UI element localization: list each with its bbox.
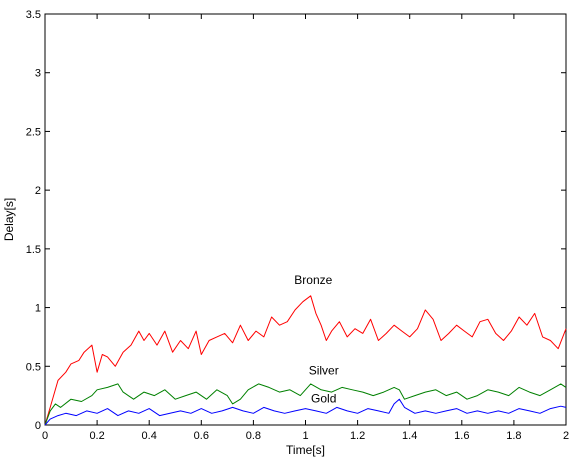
annotation-layer: Bronze Silver Gold [294,273,338,406]
y-tick-label: 2 [35,185,41,197]
x-tick-label: 2 [563,430,569,442]
series-annotation-silver: Silver [309,364,339,378]
y-tick-label: 3.5 [26,9,41,21]
x-tick-label: 1.4 [402,430,417,442]
x-tick-label: 1.6 [454,430,469,442]
y-tick-label: 2.5 [26,126,41,138]
x-axis-ticks: 0 0.2 0.4 0.6 0.8 1 1.2 1.4 1.6 1.8 2 [42,14,569,442]
x-tick-label: 1 [302,430,308,442]
y-tick-label: 0.5 [26,361,41,373]
y-tick-label: 3 [35,68,41,80]
plot-area [44,13,567,426]
x-axis-label: Time[s] [286,443,325,457]
series-annotation-bronze: Bronze [294,273,332,287]
x-tick-label: 0.2 [89,430,104,442]
x-tick-label: 0.4 [142,430,157,442]
x-tick-label: 0 [42,430,48,442]
series-line-bronze [44,295,567,426]
series-layer [44,295,567,426]
x-tick-label: 0.8 [246,430,261,442]
x-tick-label: 1.2 [350,430,365,442]
y-tick-label: 1.5 [26,244,41,256]
x-tick-label: 0.6 [194,430,209,442]
y-axis-ticks: 0 0.5 1 1.5 2 2.5 3 3.5 [26,9,566,432]
series-line-silver [44,383,567,426]
series-line-gold [44,398,567,426]
y-tick-label: 0 [35,420,41,432]
series-annotation-gold: Gold [311,392,336,406]
y-axis-label: Delay[s] [2,198,16,241]
x-tick-label: 1.8 [506,430,521,442]
y-tick-label: 1 [35,303,41,315]
